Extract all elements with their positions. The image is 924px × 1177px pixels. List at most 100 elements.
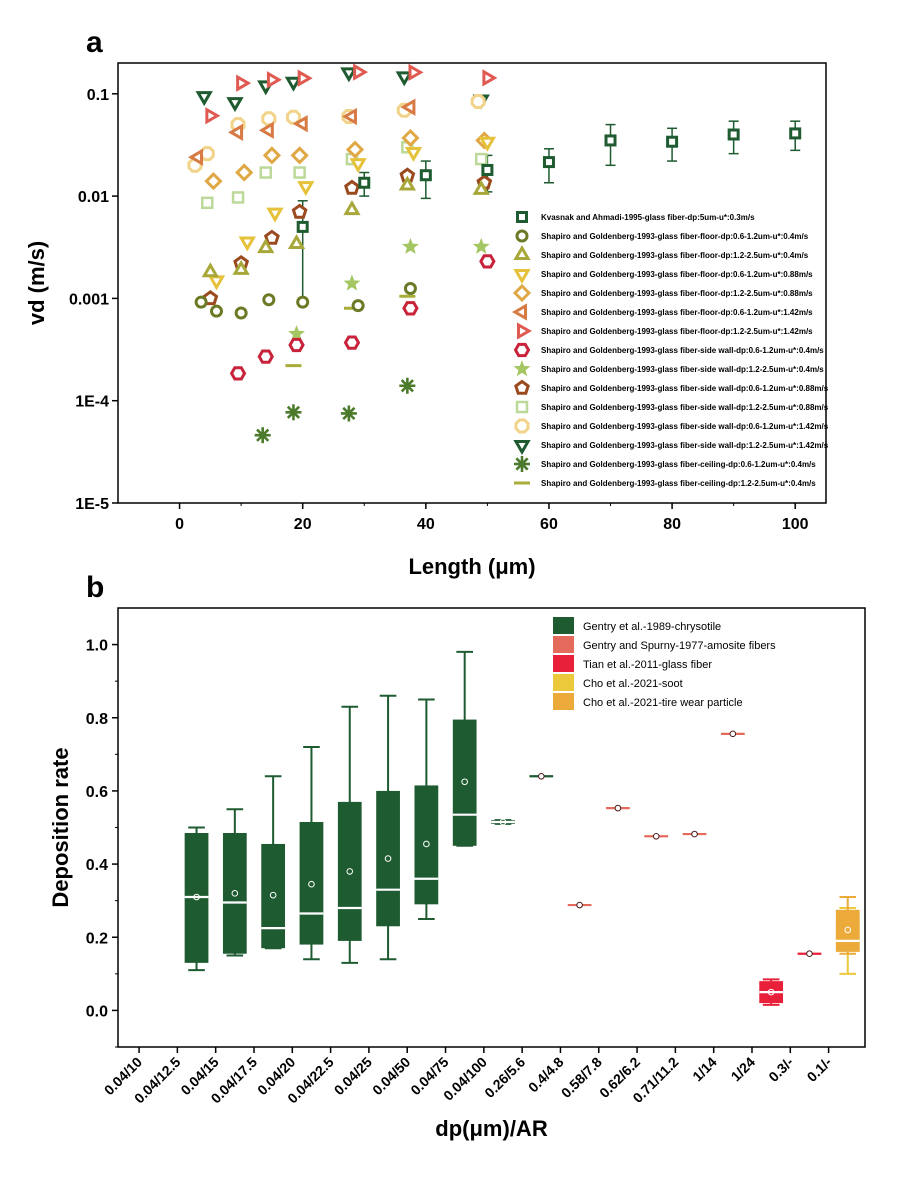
legend-marker (514, 379, 530, 395)
legend-marker (513, 269, 531, 285)
box-body (835, 909, 860, 952)
data-point (343, 274, 361, 291)
data-point (229, 366, 247, 381)
data-point-shape (482, 69, 498, 87)
data-point (266, 71, 282, 89)
data-point (402, 301, 419, 316)
legend-item-a: Shapiro and Goldenberg-1993-glass fiber-… (515, 400, 829, 414)
box-body (376, 790, 400, 927)
data-point-shape (479, 254, 496, 269)
data-point (472, 237, 490, 254)
data-point-shape (293, 166, 306, 179)
data-point (344, 179, 360, 195)
legend-marker-shape (511, 303, 527, 321)
legend-label-a: Shapiro and Goldenberg-1993-glass fiber-… (541, 232, 809, 241)
data-point (472, 179, 490, 195)
legend-a: Kvasnak and Ahmadi-1995-glass fiber-dp:5… (511, 211, 829, 488)
box (414, 698, 439, 920)
legend-marker-shape (513, 244, 531, 260)
data-point-stroke (342, 406, 356, 421)
data-point (257, 238, 275, 254)
mean-marker (538, 772, 545, 780)
mean-marker (576, 901, 583, 909)
data-point (296, 220, 309, 233)
x-tick-label-a: 60 (540, 516, 558, 533)
data-point (666, 135, 679, 148)
data-point (254, 427, 271, 444)
legend-item-b: Cho et al.-2021-soot (553, 674, 683, 691)
data-point-shape (404, 146, 423, 162)
data-point-shape (403, 281, 417, 295)
data-point (398, 175, 417, 191)
data-point-shape (232, 259, 250, 275)
data-point-shape (235, 163, 254, 182)
data-point-shape (284, 76, 303, 92)
plot-area-a (187, 63, 802, 444)
data-point-shape (236, 74, 252, 92)
data-point (401, 237, 419, 254)
data-point (296, 295, 310, 309)
box-body (414, 785, 439, 905)
data-point-shape (210, 304, 224, 318)
legend-label-a: Shapiro and Goldenberg-1993-glass fiber-… (541, 251, 809, 260)
x-tick-label-b: 0.26/5.6 (481, 1054, 528, 1101)
legend-marker-shape (513, 269, 531, 285)
y-axis-label-a: vd (m/s) (24, 241, 49, 325)
legend-label-a: Shapiro and Goldenberg-1993-glass fiber-… (541, 460, 816, 469)
data-point-shape (290, 146, 309, 165)
data-point (288, 324, 305, 342)
legend-label-a: Kvasnak and Ahmadi-1995-glass fiber-dp:5… (541, 213, 755, 222)
box (644, 832, 669, 840)
data-point-shape (478, 136, 497, 152)
data-point-stroke (256, 428, 270, 442)
data-point (228, 123, 244, 141)
data-point-shape (207, 275, 226, 291)
data-point (481, 163, 494, 176)
data-point (408, 63, 424, 82)
series-a-4 (204, 128, 494, 191)
data-point (482, 69, 498, 87)
legend-marker-shape (516, 211, 528, 223)
data-point (358, 176, 371, 189)
legend-swatch (553, 693, 574, 710)
data-point (340, 405, 357, 422)
data-point (343, 335, 361, 350)
data-point (236, 74, 252, 92)
data-point-shape (258, 121, 274, 139)
data-point (419, 169, 432, 182)
data-point-shape (238, 236, 256, 252)
x-tick-label-a: 40 (417, 516, 435, 533)
mean-marker (193, 893, 200, 901)
data-point-shape (472, 179, 490, 195)
data-point (207, 275, 226, 291)
legend-marker (516, 211, 528, 223)
x-tick-label-b: 0.58/7.8 (558, 1054, 605, 1101)
box-body (222, 832, 247, 954)
legend-label-a: Shapiro and Goldenberg-1993-glass fiber-… (541, 441, 829, 450)
data-point (349, 158, 367, 174)
legend-item-a: Shapiro and Goldenberg-1993-glass fiber-… (513, 269, 813, 285)
legend-label-a: Shapiro and Goldenberg-1993-glass fiber-… (541, 384, 829, 393)
data-point-shape (188, 148, 204, 166)
x-tick-label-b: 1/24 (728, 1054, 759, 1085)
data-point (474, 152, 488, 166)
legend-label-a: Shapiro and Goldenberg-1993-glass fiber-… (541, 422, 829, 431)
box (797, 950, 822, 958)
mean-marker (384, 855, 392, 862)
data-point-shape (296, 295, 310, 309)
legend-label-a: Shapiro and Goldenberg-1993-glass fiber-… (541, 365, 824, 374)
data-point-shape (288, 324, 305, 342)
data-point (293, 166, 306, 179)
legend-swatch (553, 636, 574, 653)
data-point-shape (358, 176, 371, 189)
legend-marker-shape (515, 400, 529, 414)
legend-marker-shape (512, 283, 532, 303)
box (835, 896, 860, 955)
box-body (261, 843, 286, 949)
data-point-shape (199, 146, 215, 162)
y-tick-label-a: 1E-4 (75, 394, 109, 411)
legend-label-b: Gentry et al.-1989-chrysotile (583, 621, 721, 633)
data-point-shape (288, 337, 305, 353)
data-point (470, 94, 486, 110)
mean-marker (767, 988, 775, 996)
